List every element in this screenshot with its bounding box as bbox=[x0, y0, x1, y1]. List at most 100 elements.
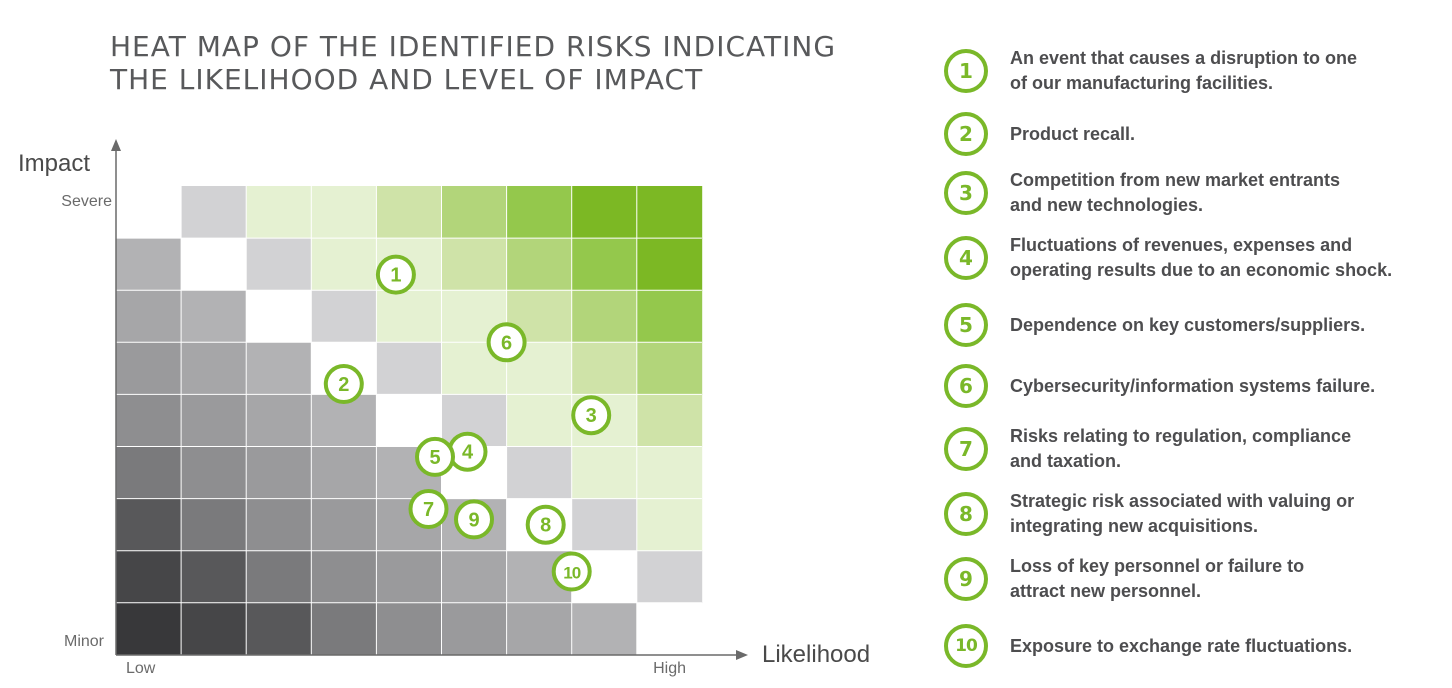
heat-cell bbox=[116, 602, 182, 656]
heat-cell bbox=[246, 446, 312, 499]
risk-marker-number: 1 bbox=[390, 265, 401, 287]
risk-marker-7: 7 bbox=[408, 489, 449, 529]
heat-cell bbox=[181, 238, 247, 291]
heat-cell bbox=[181, 290, 247, 343]
heat-cell bbox=[506, 602, 572, 656]
legend-item-5: 5 Dependence on key customers/suppliers. bbox=[944, 303, 1365, 347]
x-tick-low: Low bbox=[126, 660, 156, 677]
heat-cell bbox=[441, 186, 507, 239]
heat-cell bbox=[636, 238, 703, 291]
heat-cell bbox=[636, 602, 703, 656]
risk-marker-8: 8 bbox=[525, 504, 566, 545]
heat-cell bbox=[376, 186, 442, 239]
risk-marker-number: 6 bbox=[501, 332, 512, 354]
heat-cell bbox=[571, 290, 638, 343]
legend-description: Exposure to exchange rate fluctuations. bbox=[1010, 635, 1353, 656]
heat-cell bbox=[181, 186, 247, 239]
legend-item-3: 3 Competition from new market entrants an… bbox=[944, 170, 1341, 215]
heat-cell bbox=[311, 498, 377, 551]
y-tick-minor: Minor bbox=[64, 633, 105, 650]
risk-marker-number: 5 bbox=[429, 447, 440, 469]
risk-marker-circle bbox=[454, 499, 494, 540]
heat-cell bbox=[376, 602, 442, 656]
heat-cell bbox=[246, 342, 312, 395]
heat-cell bbox=[636, 550, 703, 604]
legend-description: Loss of key personnel or failure to attr… bbox=[1010, 556, 1305, 601]
risk-marker-number: 8 bbox=[540, 515, 551, 537]
grid-lines bbox=[116, 186, 702, 655]
heat-cell bbox=[181, 342, 247, 395]
legend-description: Competition from new market entrants and… bbox=[1010, 170, 1341, 215]
risk-marker-circle bbox=[375, 254, 416, 295]
axes bbox=[111, 139, 748, 660]
risk-marker-1: 1 bbox=[375, 254, 416, 295]
heat-cell bbox=[246, 498, 312, 551]
risk-marker-number: 2 bbox=[338, 374, 349, 396]
legend-item-2: 2 Product recall. bbox=[944, 112, 1135, 156]
risk-marker-circle bbox=[571, 395, 612, 436]
heat-cell bbox=[116, 446, 182, 499]
risk-marker-circle bbox=[408, 489, 449, 529]
risk-marker-number: 7 bbox=[423, 499, 434, 521]
heat-cell bbox=[441, 550, 507, 604]
heat-cell bbox=[571, 238, 638, 291]
legend-description: Risks relating to regulation, compliance… bbox=[1010, 426, 1352, 471]
heat-cell bbox=[376, 550, 442, 604]
risk-marker-number: 4 bbox=[462, 442, 474, 464]
heat-cell bbox=[181, 446, 247, 499]
risk-marker-10: 10 bbox=[551, 551, 592, 592]
legend-number-badge: 9 bbox=[944, 557, 988, 601]
heat-cell bbox=[246, 602, 312, 656]
y-axis-label: Impact bbox=[18, 150, 90, 177]
heat-cell bbox=[311, 550, 377, 604]
heat-cell bbox=[376, 290, 442, 343]
risk-marker-circle bbox=[486, 322, 527, 363]
risk-marker-number: 9 bbox=[468, 509, 479, 531]
heat-cell bbox=[636, 342, 703, 395]
heat-cell bbox=[246, 550, 312, 604]
legend-item-10: 10 Exposure to exchange rate fluctuations… bbox=[944, 624, 1352, 668]
heat-map-chart: Impact Likelihood Severe Minor Low High … bbox=[18, 139, 870, 677]
risk-marker-number: 10 bbox=[563, 564, 580, 583]
legend-item-1: 1 An event that causes a disruption to on… bbox=[944, 48, 1357, 93]
risk-marker-circle bbox=[415, 436, 455, 477]
heat-cell bbox=[246, 290, 312, 343]
heat-cell bbox=[506, 238, 572, 291]
heat-cell bbox=[441, 238, 507, 291]
legend-item-6: 6 Cybersecurity/information systems failu… bbox=[944, 364, 1375, 408]
heat-cell bbox=[571, 498, 638, 551]
risk-markers: 1 2 3 45 6 7 8 9 10 bbox=[323, 254, 612, 592]
heat-cell bbox=[311, 186, 377, 239]
heat-cell bbox=[636, 394, 703, 447]
risk-marker-3: 3 bbox=[571, 395, 612, 436]
legend-number-badge: 5 bbox=[944, 303, 988, 347]
heat-cell bbox=[116, 498, 182, 551]
chart-title: HEAT MAP OF THE IDENTIFIED RISKS INDICAT… bbox=[110, 30, 836, 96]
legend-description: Fluctuations of revenues, expenses and o… bbox=[1010, 235, 1393, 280]
legend-number-badge: 8 bbox=[944, 492, 988, 536]
legend-number-badge: 2 bbox=[944, 112, 988, 156]
heat-cell bbox=[506, 446, 572, 499]
legend-item-9: 9 Loss of key personnel or failure to att… bbox=[944, 556, 1305, 601]
y-axis-arrow-icon bbox=[111, 139, 121, 151]
heat-cell bbox=[506, 394, 572, 447]
legend-description: Product recall. bbox=[1010, 123, 1136, 144]
risk-marker-circle bbox=[525, 504, 566, 545]
risk-marker-5: 5 bbox=[415, 436, 455, 477]
legend-description: Dependence on key customers/suppliers. bbox=[1010, 314, 1366, 335]
heat-cell bbox=[116, 394, 182, 447]
heat-cell bbox=[636, 446, 703, 499]
heat-cell bbox=[116, 342, 182, 395]
heat-cell bbox=[376, 342, 442, 395]
risk-legend: 1 An event that causes a disruption to on… bbox=[944, 0, 1444, 688]
legend-number-badge: 6 bbox=[944, 364, 988, 408]
heat-cell bbox=[636, 290, 703, 343]
heat-cell bbox=[636, 186, 703, 239]
heat-cell bbox=[311, 446, 377, 499]
heat-cell bbox=[246, 186, 312, 239]
legend-number-badge: 1 bbox=[944, 49, 988, 93]
x-axis-arrow-icon bbox=[736, 650, 748, 660]
heat-map-grid bbox=[116, 186, 703, 656]
heat-cell bbox=[181, 602, 247, 656]
legend-number-badge: 10 bbox=[944, 624, 988, 668]
